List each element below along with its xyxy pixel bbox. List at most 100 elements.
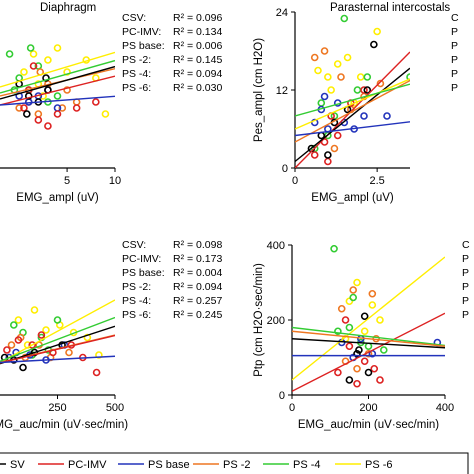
data-point: [28, 341, 37, 349]
stats-r2: R² = 0.004: [173, 267, 222, 279]
regression-line: [0, 334, 115, 364]
x-tick-label: 2.5: [369, 175, 384, 187]
stats-label: PS -4:: [122, 295, 151, 307]
regression-line: [0, 355, 115, 364]
regression-line: [0, 325, 115, 365]
y-tick-label: 400: [267, 240, 285, 252]
stats-label: P: [462, 267, 469, 279]
stats-r2: R² = 0.006: [173, 40, 222, 52]
data-point: [353, 364, 361, 373]
data-point: [320, 92, 329, 101]
stats-r2: R² = 0.134: [173, 26, 222, 38]
data-point: [23, 110, 31, 118]
data-point: [341, 316, 350, 324]
data-point: [345, 323, 354, 332]
data-point: [10, 321, 18, 329]
stats-label: P: [462, 281, 469, 293]
stats-r2: R² = 0.257: [173, 295, 222, 307]
stats-r2: R² = 0.094: [173, 281, 222, 293]
data-point: [44, 122, 52, 130]
y-tick-label: 200: [267, 315, 285, 327]
data-point: [20, 104, 28, 112]
data-point: [26, 44, 35, 52]
regression-line: [295, 51, 410, 168]
data-point: [95, 351, 103, 359]
x-tick-label: 250: [48, 402, 66, 414]
data-point: [34, 110, 43, 118]
data-point: [363, 73, 372, 81]
stats-r2: R² = 0.245: [173, 309, 222, 321]
regression-line: [0, 316, 115, 362]
data-point: [376, 79, 385, 88]
data-point: [364, 368, 373, 377]
x-tick-label: 0: [292, 175, 298, 187]
data-point: [345, 297, 354, 306]
data-point: [360, 312, 369, 321]
chart-title: Parasternal intercostals: [330, 2, 450, 14]
data-point: [360, 357, 369, 366]
regression-line: [292, 338, 445, 349]
stats-label: PS base:: [122, 267, 165, 279]
data-point: [44, 56, 52, 64]
data-point: [29, 62, 38, 70]
stats-label: P: [451, 40, 458, 52]
fit-lines: [0, 299, 115, 365]
x-axis-label: EMG_auc/min (uV·sec/min): [298, 419, 439, 431]
stats-label: C: [451, 12, 459, 24]
data-point: [360, 327, 369, 336]
data-point: [53, 316, 62, 324]
chart-panel-bl: 250 500 CSV: R² = 0.098 PC-IMV: R² = 0.173 PS …: [0, 239, 222, 431]
data-point: [65, 348, 73, 357]
regression-line: [292, 256, 445, 381]
data-point: [376, 316, 384, 324]
data-point: [39, 92, 47, 100]
data-point: [34, 116, 43, 124]
x-tick-label: 400: [436, 402, 454, 414]
data-point: [53, 110, 62, 118]
y-tick-label: 0: [282, 163, 288, 175]
legend-label: PS -4: [293, 459, 321, 471]
regression-line: [295, 79, 410, 143]
stats-label: CSV:: [122, 12, 146, 24]
x-axis-label: EMG_auc/min (uV·sec/min): [0, 419, 128, 431]
data-point: [24, 92, 33, 100]
data-point: [72, 104, 81, 112]
regression-line: [292, 326, 445, 347]
x-tick-label: 200: [359, 402, 377, 414]
data-point: [5, 50, 14, 58]
data-point: [334, 368, 342, 377]
data-point: [368, 301, 377, 309]
stats-label: CSV:: [122, 239, 146, 251]
x-axis-label: EMG_ampl (uV): [311, 192, 394, 204]
data-point: [370, 364, 379, 373]
stats-label: PS -6:: [122, 309, 151, 321]
data-point: [355, 346, 363, 354]
data-point: [370, 40, 378, 49]
data-point: [330, 144, 339, 153]
data-point: [53, 44, 62, 52]
x-tick-label: 500: [106, 402, 124, 414]
data-point: [92, 98, 100, 106]
x-tick-label: 10: [109, 175, 121, 187]
data-point: [37, 331, 46, 339]
data-point: [314, 66, 322, 75]
data-point: [20, 68, 28, 76]
regression-line: [0, 51, 115, 88]
stats-label: PS -6:: [122, 82, 151, 94]
data-point: [324, 157, 332, 166]
legend-label: PS base: [148, 459, 190, 471]
x-axis-label: EMG_ampl (uV): [16, 192, 99, 204]
legend-label: PC-IMV: [68, 459, 107, 471]
y-tick-label: 0: [279, 390, 285, 402]
data-point: [340, 118, 349, 127]
chart-title: Diaphragm: [40, 2, 96, 14]
regression-line: [295, 78, 410, 130]
data-point: [42, 326, 50, 334]
stats-label: PS -2:: [122, 281, 151, 293]
data-point: [92, 368, 101, 377]
data-point: [364, 342, 373, 351]
y-axis-label: Pes_ampl (cm H2O): [253, 38, 265, 142]
data-point: [324, 151, 332, 159]
stats-label: P: [462, 309, 469, 321]
